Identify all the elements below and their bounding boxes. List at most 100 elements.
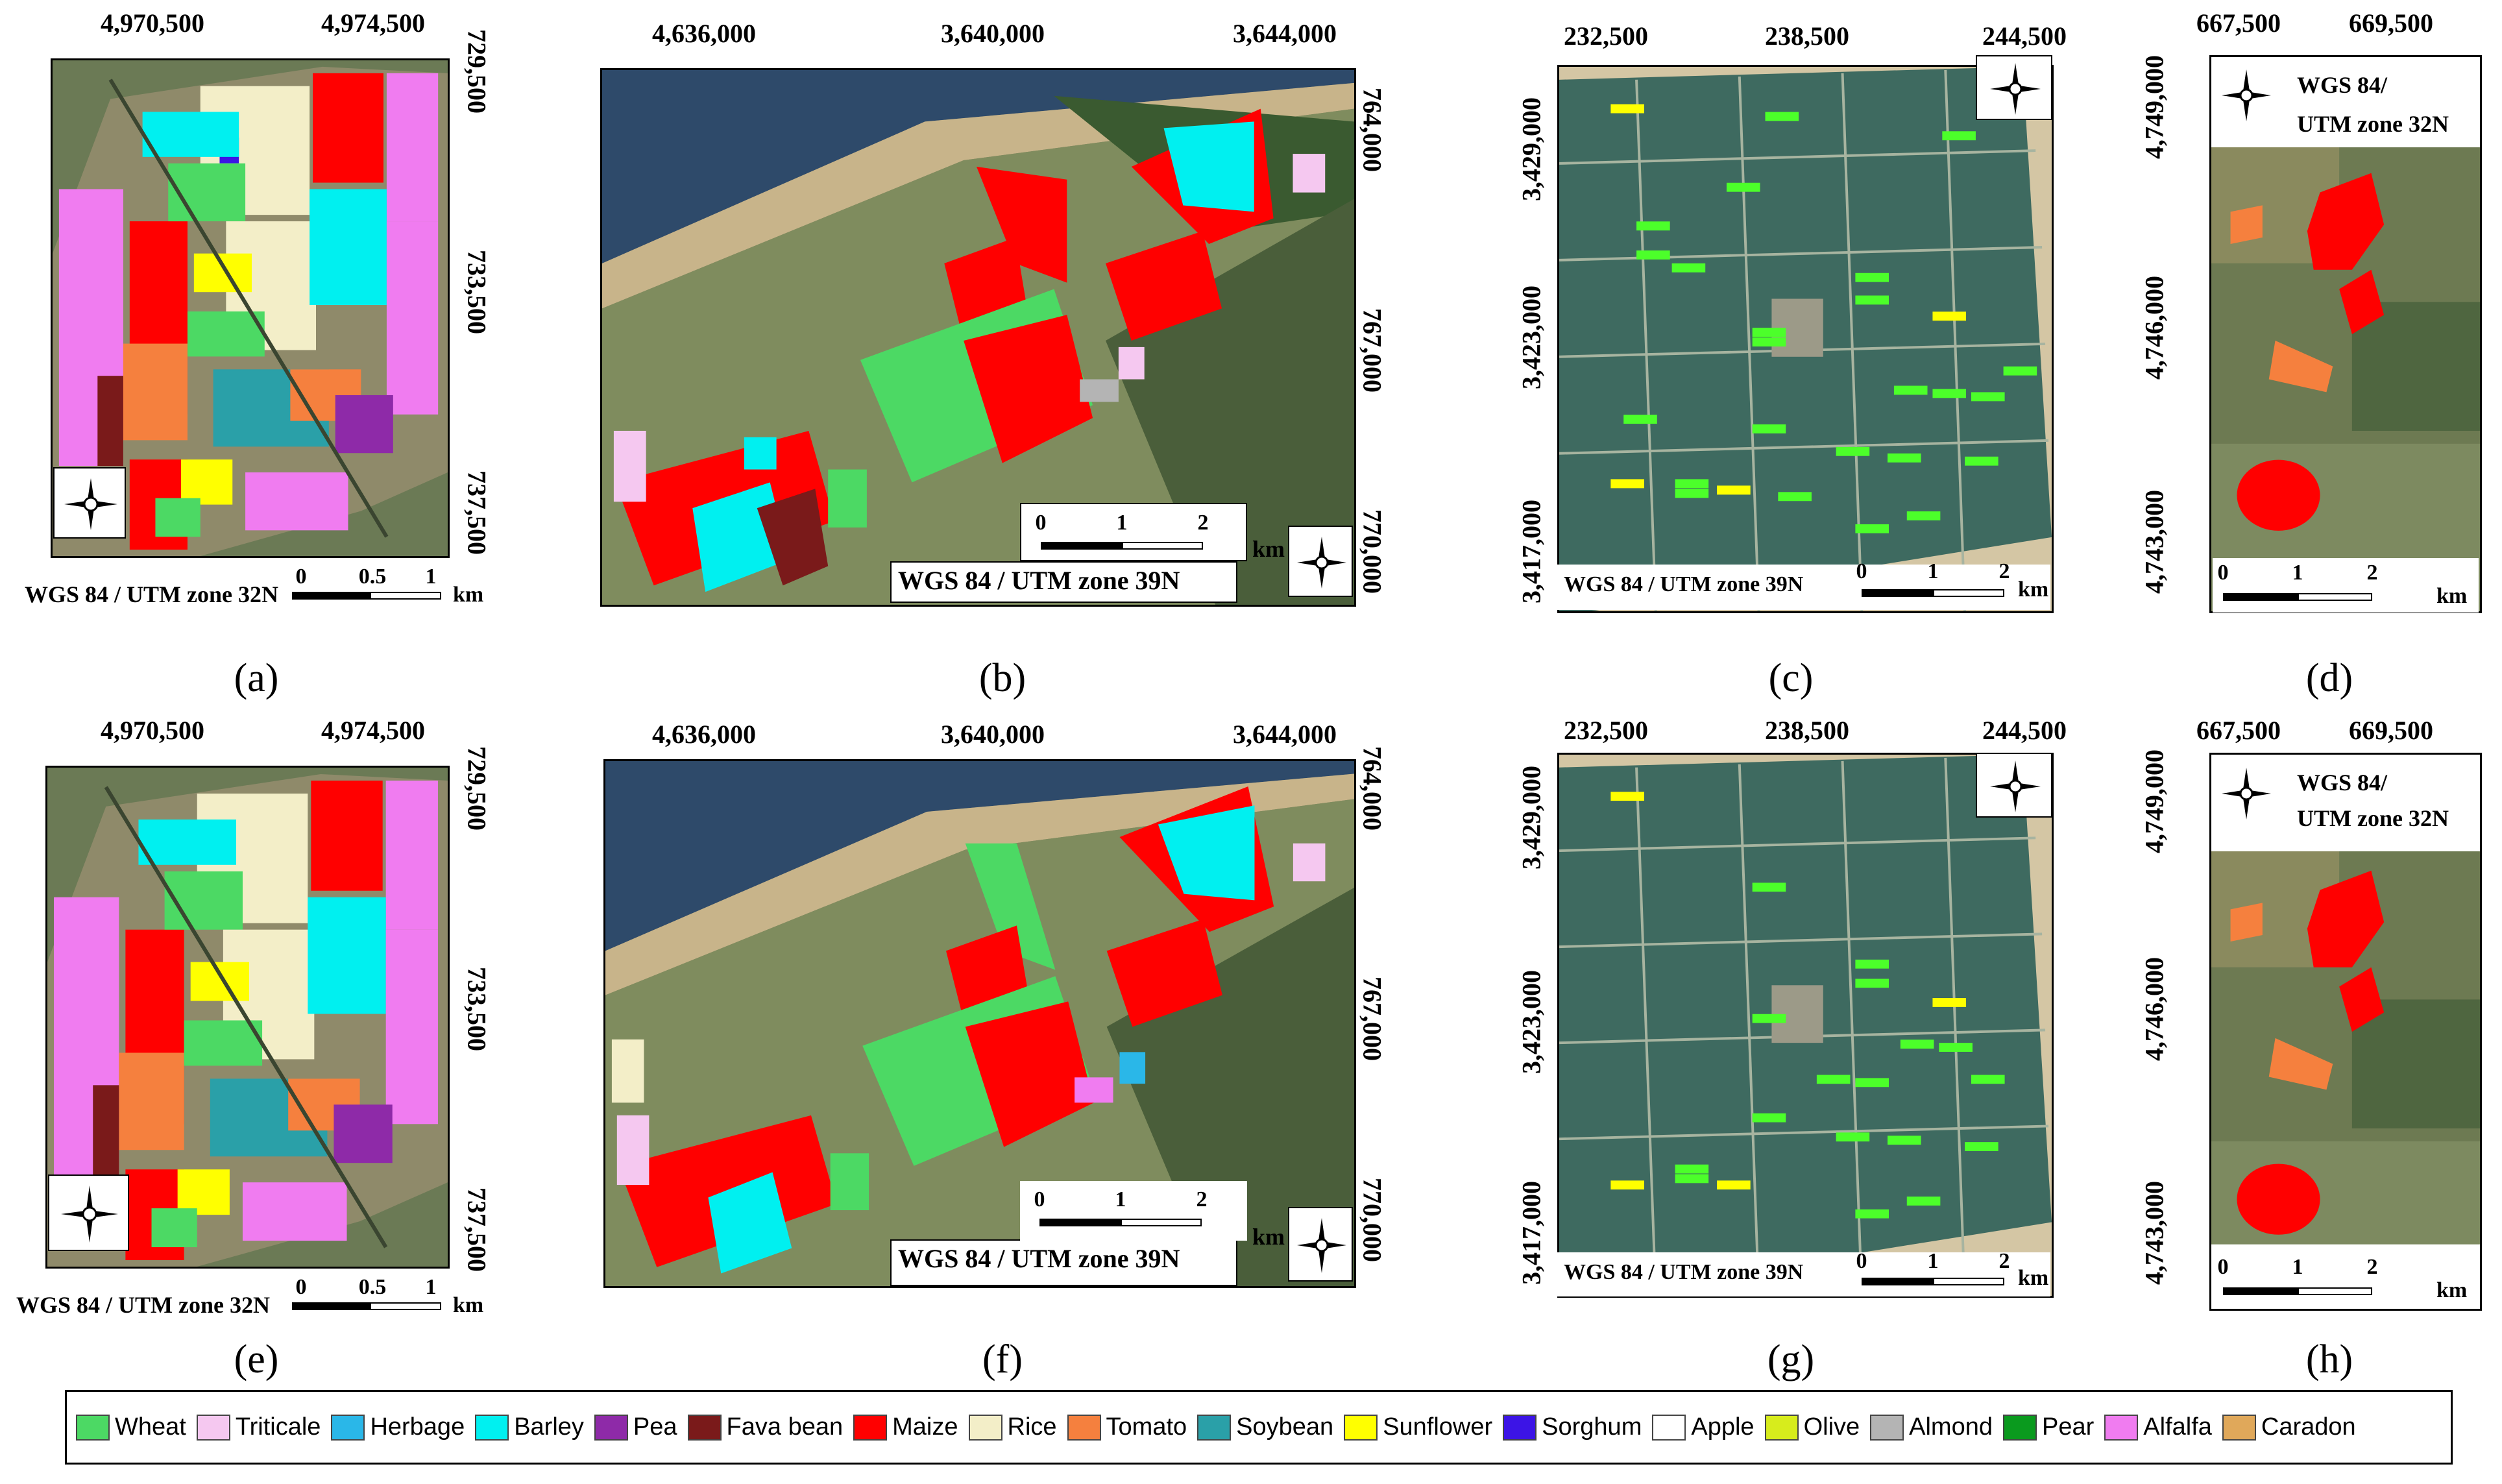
map-g-image	[1559, 755, 2052, 1296]
legend-item-wheat: Wheat	[76, 1413, 186, 1441]
legend-item-fava-bean: Fava bean	[687, 1413, 843, 1441]
scale-unit-a: km	[453, 583, 484, 607]
top-tick-c-2: 238,500	[1765, 21, 1849, 51]
side-tick-e-3: 737,500	[462, 1187, 492, 1272]
top-tick-c-3: 244,500	[1982, 21, 2067, 51]
scale-bar-a: 0 0.5 1 km	[292, 565, 483, 610]
top-tick-b-2: 3,640,000	[941, 19, 1045, 48]
legend-swatch	[475, 1414, 509, 1441]
legend-swatch	[1197, 1414, 1232, 1441]
top-tick-e-2: 4,974,500	[321, 716, 425, 745]
scale-unit-b: km	[1252, 536, 1285, 562]
north-arrow-icon	[1990, 760, 2041, 812]
legend-label: Sorghum	[1542, 1413, 1642, 1441]
legend-swatch	[1764, 1414, 1799, 1441]
legend-item-barley: Barley	[475, 1413, 584, 1441]
top-tick-g-2: 238,500	[1765, 716, 1849, 745]
legend-item-rice: Rice	[968, 1413, 1057, 1441]
crs-g: WGS 84 / UTM zone 39N	[1564, 1260, 1804, 1284]
legend-item-alfalfa: Alfalfa	[2104, 1413, 2212, 1441]
top-tick-f-2: 3,640,000	[941, 720, 1045, 749]
legend-swatch	[2002, 1414, 2037, 1441]
legend-label: Soybean	[1236, 1413, 1334, 1441]
legend-label: Barley	[514, 1413, 584, 1441]
top-tick-g-1: 232,500	[1564, 716, 1648, 745]
scale-d-0: 0	[2217, 561, 2229, 585]
crs-h-line2: UTM zone 32N	[2297, 805, 2449, 831]
scale-bar-c: 0 1 2 km	[1852, 559, 2049, 610]
map-e-image	[47, 768, 448, 1267]
map-h-image	[2211, 755, 2480, 1309]
north-arrow-icon	[64, 478, 117, 530]
compass-b	[1288, 526, 1353, 597]
crs-a: WGS 84 / UTM zone 32N	[25, 581, 278, 607]
side-tick-c-3: 3,417,000	[1516, 500, 1546, 603]
panel-label-c: (c)	[1768, 656, 1814, 700]
legend-swatch	[331, 1414, 365, 1441]
compass-f	[1288, 1207, 1353, 1282]
top-tick-e-1: 4,970,500	[101, 716, 204, 745]
scale-d-2: 2	[2366, 561, 2378, 585]
north-arrow-icon	[1990, 63, 2041, 115]
scale-d-1: 1	[2292, 561, 2303, 585]
scale-a-0: 0	[295, 565, 307, 589]
panel-label-e: (e)	[234, 1337, 279, 1381]
crs-d-line1: WGS 84/	[2297, 72, 2388, 98]
legend-item-tomato: Tomato	[1067, 1413, 1187, 1441]
scale-f-1: 1	[1115, 1187, 1126, 1211]
compass-e	[48, 1174, 129, 1251]
scale-c-0: 0	[1856, 559, 1867, 583]
legend-item-sorghum: Sorghum	[1503, 1413, 1642, 1441]
scale-unit-d: km	[2436, 584, 2468, 608]
legend-swatch	[2104, 1414, 2139, 1441]
legend-label: Alfalfa	[2143, 1413, 2212, 1441]
scale-h-0: 0	[2217, 1255, 2229, 1279]
side-tick-d-1: 4,749,000	[2139, 55, 2169, 159]
side-tick-e-1: 729,500	[462, 746, 492, 831]
compass-h	[2214, 758, 2279, 829]
scale-bar-h: 0 1 2 km	[2213, 1252, 2479, 1307]
scale-a-1: 0.5	[358, 565, 387, 589]
panel-label-d: (d)	[2305, 656, 2353, 700]
side-tick-g-3: 3,417,000	[1516, 1181, 1546, 1285]
scale-unit-h: km	[2436, 1278, 2468, 1302]
top-tick-h-1: 667,500	[2196, 716, 2281, 745]
scale-bar-f: 0 1 2	[1020, 1181, 1247, 1241]
legend-label: Triticale	[235, 1413, 321, 1441]
side-tick-h-1: 4,749,000	[2139, 749, 2169, 853]
top-tick-d-1: 667,500	[2196, 8, 2281, 38]
scale-bar-g: 0 1 2 km	[1852, 1249, 2049, 1296]
side-tick-d-3: 4,743,000	[2139, 490, 2169, 594]
north-arrow-icon	[61, 1186, 118, 1243]
map-g	[1557, 753, 2054, 1298]
legend-label: Almond	[1909, 1413, 1993, 1441]
legend-swatch	[853, 1414, 888, 1441]
legend: Wheat Triticale Herbage Barley Pea Fava bean M…	[65, 1390, 2453, 1465]
side-tick-f-1: 764,000	[1357, 746, 1387, 831]
legend-item-pear: Pear	[2002, 1413, 2095, 1441]
scale-h-2: 2	[2366, 1255, 2378, 1279]
legend-swatch	[76, 1414, 110, 1441]
north-arrow-icon	[1297, 537, 1346, 589]
side-tick-a-3: 737,500	[462, 470, 492, 555]
legend-label: Pear	[2041, 1413, 2095, 1441]
side-tick-a-2: 733,500	[462, 250, 492, 334]
map-h	[2209, 753, 2482, 1311]
compass-g	[1976, 753, 2052, 818]
legend-swatch	[968, 1414, 1002, 1441]
top-tick-f-3: 3,644,000	[1233, 720, 1337, 749]
legend-swatch	[2222, 1414, 2256, 1441]
side-tick-f-2: 767,000	[1357, 977, 1387, 1061]
scale-f-2: 2	[1196, 1187, 1208, 1211]
legend-label: Wheat	[115, 1413, 186, 1441]
panel-label-g: (g)	[1767, 1337, 1815, 1381]
crs-f: WGS 84 / UTM zone 39N	[890, 1239, 1237, 1286]
side-tick-e-2: 733,500	[462, 967, 492, 1051]
compass-d	[2214, 60, 2279, 131]
scale-bar-b: 0 1 2	[1020, 503, 1247, 561]
side-tick-a-1: 729,500	[462, 29, 492, 114]
legend-item-pea: Pea	[594, 1413, 677, 1441]
scale-h-1: 1	[2292, 1255, 2303, 1279]
map-c-image	[1559, 67, 2052, 611]
crs-b: WGS 84 / UTM zone 39N	[890, 561, 1237, 603]
